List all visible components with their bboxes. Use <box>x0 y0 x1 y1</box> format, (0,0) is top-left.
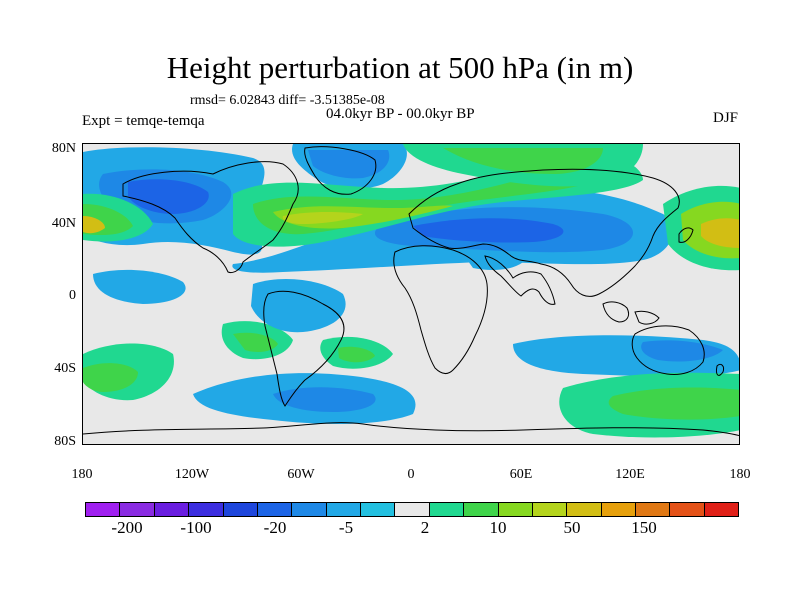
colorbar-swatch <box>532 503 568 516</box>
coastline-japan <box>678 227 694 243</box>
coastline-australia <box>631 325 705 375</box>
map-title: Height perturbation at 500 hPa (in m) <box>166 50 634 85</box>
colorbar-swatch <box>86 503 121 516</box>
contour-nh-blue-west-deep <box>128 179 209 214</box>
colorbar-swatch <box>395 503 430 516</box>
colorbar-swatch <box>429 503 465 516</box>
coastline-north-america <box>122 161 299 273</box>
colorbar-label: -200 <box>111 518 143 537</box>
colorbar <box>85 502 739 517</box>
colorbar-label: 150 <box>631 518 657 537</box>
colorbar-swatch <box>223 503 258 516</box>
contour-sh-blue-south-atlantic-core <box>273 387 376 412</box>
colorbar-swatch <box>601 503 636 516</box>
colorbar-swatch <box>120 503 155 516</box>
lat-tick-label: 0 <box>69 288 76 303</box>
stats-label: rmsd= 6.02843 diff= -3.51385e-08 <box>190 93 385 108</box>
contour-pacific-east-ridge-core <box>701 218 739 248</box>
lat-tick-label: 40S <box>54 361 76 376</box>
lon-tick-label: 60W <box>287 467 315 482</box>
lon-tick-label: 0 <box>407 467 415 482</box>
contour-eurasia-blue-deep <box>413 218 564 243</box>
lat-tick-label: 40N <box>51 216 76 231</box>
colorbar-swatch <box>670 503 705 516</box>
colorbar-label: 50 <box>563 518 581 537</box>
lon-tick-label: 120E <box>615 467 645 482</box>
coastline-antarctica <box>83 422 739 437</box>
contour-sh-green-sa-core <box>233 332 278 352</box>
coastline-greenland <box>304 146 377 195</box>
colorbar-swatch <box>464 503 499 516</box>
coastline-south-america <box>263 290 345 407</box>
colorbar-swatch <box>189 503 224 516</box>
coastline-new-zealand <box>716 363 724 376</box>
map-panel <box>82 143 740 445</box>
lat-tick-label: 80N <box>51 141 76 156</box>
colorbar-swatch <box>326 503 361 516</box>
coastline-arabia-india <box>484 255 556 305</box>
colorbar-swatch <box>704 503 739 516</box>
contour-sh-green-indian-core <box>608 387 739 420</box>
contour-sh-green-west-core <box>83 363 138 392</box>
colorbar-swatch <box>292 503 327 516</box>
colorbar-swatch <box>257 503 293 516</box>
contour-map <box>83 144 739 444</box>
lon-tick-label: 60E <box>509 467 533 482</box>
coastlines <box>83 146 739 437</box>
experiment-label: Expt = temqe-temqa <box>82 113 205 129</box>
colorbar-swatch <box>636 503 671 516</box>
colorbar-label: -100 <box>180 518 212 537</box>
colorbar-label: 2 <box>420 518 430 537</box>
colorbar-swatch <box>154 503 190 516</box>
lat-tick-label: 80S <box>54 434 76 449</box>
coastline-se-asia <box>602 301 660 325</box>
coastline-africa <box>393 245 488 375</box>
contour-tropical-blue-west <box>93 269 186 304</box>
contour-arctic-cap-core <box>443 148 603 174</box>
colorbar-swatch <box>361 503 396 516</box>
colorbar-label: 10 <box>489 518 507 537</box>
colorbar-swatch <box>567 503 602 516</box>
lon-tick-label: 180 <box>729 467 751 482</box>
coastline-eurasia <box>408 168 680 297</box>
season-label: DJF <box>713 110 739 126</box>
lon-tick-label: 120W <box>174 467 210 482</box>
contour-arctic-blue-core <box>308 150 390 179</box>
colorbar-label: -20 <box>263 518 287 537</box>
period-label: 04.0kyr BP - 00.0kyr BP <box>326 106 475 122</box>
contour-pacific-west-ridge-core <box>83 216 105 234</box>
colorbar-label: -5 <box>338 518 354 537</box>
lon-tick-label: 180 <box>71 467 93 482</box>
contour-sh-green-atlantic-core <box>338 346 375 363</box>
colorbar-swatch <box>498 503 533 516</box>
contour-atlantic-ridge-core <box>282 212 363 224</box>
